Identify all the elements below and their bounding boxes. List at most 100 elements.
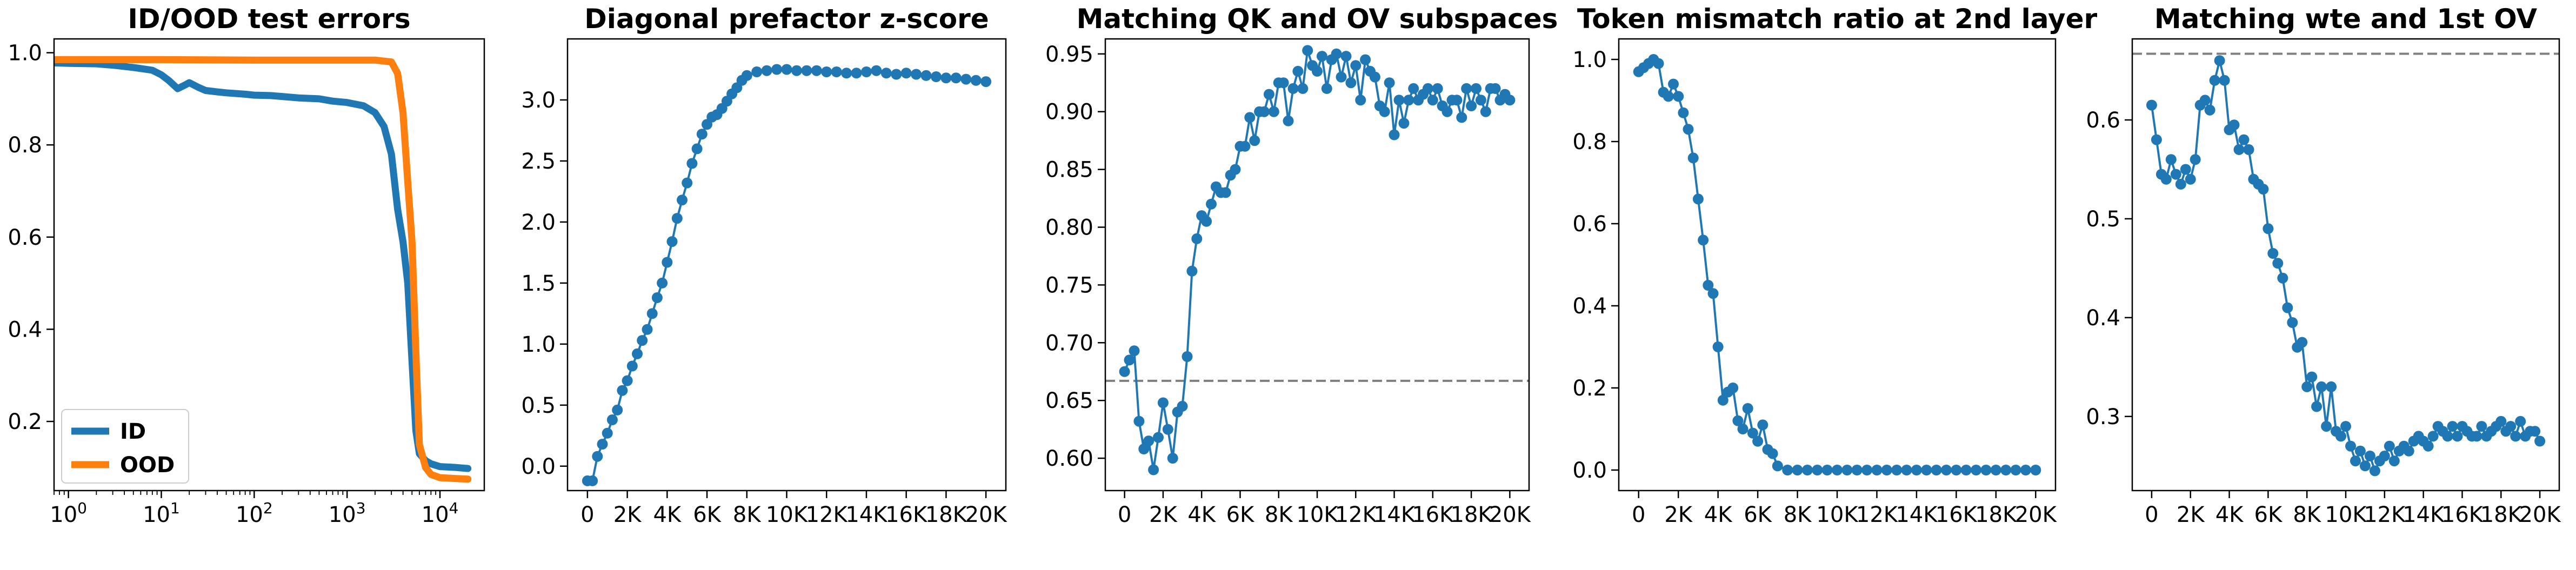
- data-point: [1772, 460, 1783, 472]
- data-point: [871, 65, 882, 76]
- chart-title: Matching wte and 1st OV: [2154, 3, 2538, 35]
- x-tick-label: 8K: [733, 502, 762, 527]
- data-point: [1297, 83, 1309, 94]
- data-point: [691, 143, 703, 155]
- data-point: [980, 76, 992, 88]
- data-point: [2447, 421, 2458, 432]
- data-point: [587, 475, 598, 486]
- data-point: [741, 70, 752, 81]
- data-point: [781, 64, 792, 75]
- data-point: [1727, 383, 1739, 393]
- data-point: [801, 65, 812, 76]
- data-point: [2301, 381, 2313, 392]
- data-point: [2452, 431, 2463, 442]
- data-point: [2190, 154, 2201, 165]
- x-tick-label: 100: [50, 499, 87, 527]
- data-point: [2160, 173, 2172, 185]
- y-tick-label: 0.6: [2086, 108, 2120, 133]
- data-point: [851, 68, 862, 79]
- y-tick-label: 0.75: [1045, 273, 1093, 298]
- data-point: [1456, 112, 1467, 123]
- data-point: [1471, 83, 1481, 94]
- data-point: [1292, 65, 1304, 77]
- chart-panel-2: Diagonal prefactor z-score 0 2K 4K 6K 8K 10K12…: [521, 3, 1007, 527]
- data-point: [2384, 440, 2395, 452]
- series-group: [1633, 54, 2041, 475]
- data-point: [1971, 465, 1982, 475]
- y-tick-label: 0.3: [2086, 405, 2120, 430]
- data-point: [1369, 71, 1380, 83]
- data-point: [1230, 164, 1241, 175]
- x-tick-label: 8K: [1784, 502, 1812, 527]
- data-point: [751, 66, 763, 77]
- data-point: [1153, 432, 1164, 443]
- data-point: [2442, 431, 2453, 442]
- data-point: [1138, 444, 1150, 454]
- data-point: [2020, 465, 2031, 475]
- y-tick-label: 0.80: [1045, 216, 1093, 240]
- data-point: [970, 75, 982, 86]
- data-point: [1707, 288, 1719, 299]
- data-point: [1283, 115, 1294, 126]
- data-point: [2272, 258, 2284, 269]
- x-tick-label: 18K: [925, 502, 968, 527]
- data-point: [1504, 95, 1516, 106]
- y-tick-label: 0.6: [1572, 212, 1607, 237]
- y-tick-label: 0.90: [1045, 100, 1093, 125]
- data-point: [2364, 451, 2375, 461]
- data-point: [1239, 140, 1251, 152]
- data-point: [1980, 465, 1992, 475]
- data-point: [2185, 173, 2196, 185]
- chart-panel-5: Matching wte and 1st OV 0 2K 4K 6K 8K 10K12K14…: [2086, 3, 2561, 527]
- data-point: [2422, 440, 2434, 452]
- data-point: [831, 66, 842, 77]
- data-point: [2219, 75, 2230, 86]
- data-point: [1901, 465, 1912, 475]
- data-point: [2359, 460, 2371, 472]
- data-point: [900, 68, 912, 79]
- y-tick-label: 3.0: [521, 88, 556, 113]
- x-tick-label: 18K: [2480, 502, 2523, 527]
- y-tick-label: 0.5: [2086, 207, 2120, 232]
- data-point: [1340, 51, 1352, 62]
- data-point: [1653, 58, 1664, 69]
- data-point: [2209, 75, 2220, 86]
- data-point: [1259, 106, 1270, 117]
- data-point: [1683, 124, 1694, 135]
- data-point: [1129, 345, 1140, 357]
- data-point: [2175, 178, 2186, 190]
- data-point: [1186, 265, 1198, 277]
- data-point: [682, 177, 693, 189]
- x-tick-label: 10K: [2325, 502, 2367, 527]
- data-point: [1350, 60, 1362, 71]
- data-point: [2228, 119, 2240, 131]
- x-tick-label: 10K: [1816, 502, 1859, 527]
- data-point: [2204, 104, 2215, 116]
- data-point: [612, 404, 623, 415]
- data-point: [1201, 216, 1212, 227]
- data-point: [2350, 455, 2361, 467]
- data-point: [2170, 169, 2181, 180]
- y-tick-label: 0.4: [2086, 306, 2120, 331]
- x-tick-label: 0: [1632, 502, 1645, 527]
- x-tick-label: 16K: [1412, 502, 1454, 527]
- data-point: [2321, 421, 2332, 432]
- data-point: [2306, 371, 2318, 383]
- x-tick-label: 2K: [2177, 502, 2205, 527]
- data-point: [1287, 83, 1299, 94]
- x-tick-label: 4K: [2215, 502, 2244, 527]
- y-tick-label: 0.65: [1045, 388, 1093, 413]
- x-tick-label: 12K: [1856, 502, 1899, 527]
- y-tick-label: 0.95: [1045, 42, 1093, 67]
- data-point: [2199, 95, 2211, 106]
- y-tick-label: 0.6: [8, 225, 42, 250]
- data-point: [1442, 106, 1453, 117]
- data-point: [2243, 144, 2254, 155]
- data-point: [931, 71, 942, 82]
- data-point: [2335, 431, 2346, 442]
- series-group: [54, 56, 472, 483]
- x-tick-label: 102: [236, 499, 273, 527]
- y-tick-label: 2.0: [521, 210, 556, 235]
- y-tick-label: 0.60: [1045, 446, 1093, 471]
- data-point: [1821, 465, 1833, 475]
